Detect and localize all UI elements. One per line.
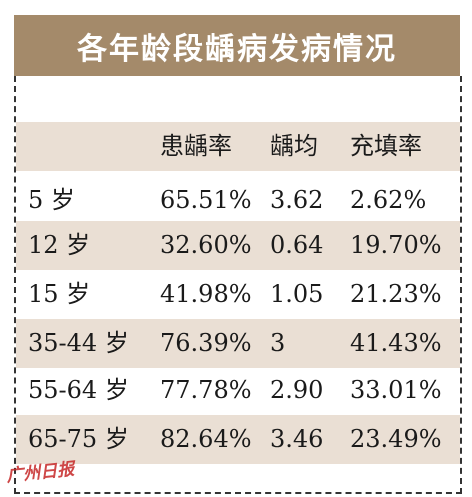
dmft-cell: 0.64 (270, 231, 324, 259)
dmft-cell: 3.46 (270, 425, 324, 453)
age-cell: 35-44 岁 (28, 329, 129, 357)
caries-rate-cell: 77.78% (160, 376, 252, 404)
filling-rate-cell: 2.62% (350, 186, 427, 214)
caries-rate-cell: 41.98% (160, 280, 252, 308)
filling-rate-cell: 21.23% (350, 280, 442, 308)
table-row: 35-44 岁 76.39% 3 41.43% (16, 319, 460, 368)
page-title: 各年龄段龋病发病情况 (77, 31, 397, 67)
caries-rate-cell: 82.64% (160, 425, 252, 453)
age-cell: 5 岁 (28, 186, 75, 214)
age-cell: 55-64 岁 (28, 376, 129, 404)
table-header-row: 患龋率 龋均 充填率 (16, 122, 460, 171)
dmft-cell: 2.90 (270, 376, 324, 404)
header-cell-dmft: 龋均 (270, 132, 318, 160)
table-row: 12 岁 32.60% 0.64 19.70% (16, 221, 460, 270)
caries-rate-cell: 76.39% (160, 329, 252, 357)
title-banner: 各年龄段龋病发病情况 (14, 15, 460, 76)
filling-rate-cell: 41.43% (350, 329, 442, 357)
caries-rate-cell: 32.60% (160, 231, 252, 259)
table-row: 55-64 岁 77.78% 2.90 33.01% (16, 366, 460, 415)
dmft-cell: 1.05 (270, 280, 324, 308)
dmft-cell: 3 (270, 329, 286, 357)
caries-rate-cell: 65.51% (160, 186, 252, 214)
age-cell: 12 岁 (28, 231, 91, 259)
filling-rate-cell: 19.70% (350, 231, 442, 259)
table-row: 15 岁 41.98% 1.05 21.23% (16, 270, 460, 319)
age-cell: 65-75 岁 (28, 425, 129, 453)
age-cell: 15 岁 (28, 280, 91, 308)
filling-rate-cell: 23.49% (350, 425, 442, 453)
table-row: 65-75 岁 82.64% 3.46 23.49% (16, 415, 460, 464)
header-cell-filling-rate: 充填率 (350, 132, 422, 160)
table-frame (14, 76, 462, 494)
filling-rate-cell: 33.01% (350, 376, 442, 404)
dmft-cell: 3.62 (270, 186, 324, 214)
header-cell-caries-rate: 患龋率 (160, 132, 232, 160)
table-row: 5 岁 65.51% 3.62 2.62% (16, 176, 460, 225)
